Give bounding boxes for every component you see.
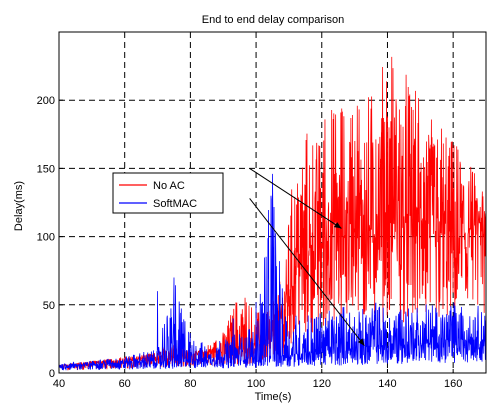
x-tick-label: 80 xyxy=(184,378,196,390)
x-tick-label: 40 xyxy=(53,378,65,390)
x-axis-label: Time(s) xyxy=(255,391,292,403)
series-line-no-ac xyxy=(58,56,487,371)
y-tick-label: 50 xyxy=(43,300,55,312)
annotations xyxy=(249,167,365,347)
annotation-arrow-no-ac xyxy=(249,167,342,229)
series-line-softmac xyxy=(58,173,487,371)
x-tick-label: 140 xyxy=(378,378,396,390)
axes: 40 60 80 100 120 140 160 0 50 100 150 200 xyxy=(37,31,487,390)
legend: No AC SoftMAC xyxy=(112,172,224,214)
plot-frame xyxy=(58,31,487,374)
annotation-arrow-softmac xyxy=(249,198,365,347)
y-axis-label: Delay(ms) xyxy=(13,181,25,231)
x-tick-label: 100 xyxy=(247,378,265,390)
y-tick-label: 200 xyxy=(37,95,55,107)
y-tick-label: 0 xyxy=(49,368,55,380)
y-tick-label: 150 xyxy=(37,163,55,175)
chart-title: End to end delay comparison xyxy=(202,14,344,26)
legend-label: SoftMAC xyxy=(153,198,197,210)
y-tick-label: 100 xyxy=(37,232,55,244)
x-tick-label: 60 xyxy=(119,378,131,390)
series-layer xyxy=(58,56,487,371)
legend-label: No AC xyxy=(153,180,185,192)
x-tick-label: 160 xyxy=(444,378,462,390)
x-tick-label: 120 xyxy=(313,378,331,390)
legend-box xyxy=(112,172,224,214)
